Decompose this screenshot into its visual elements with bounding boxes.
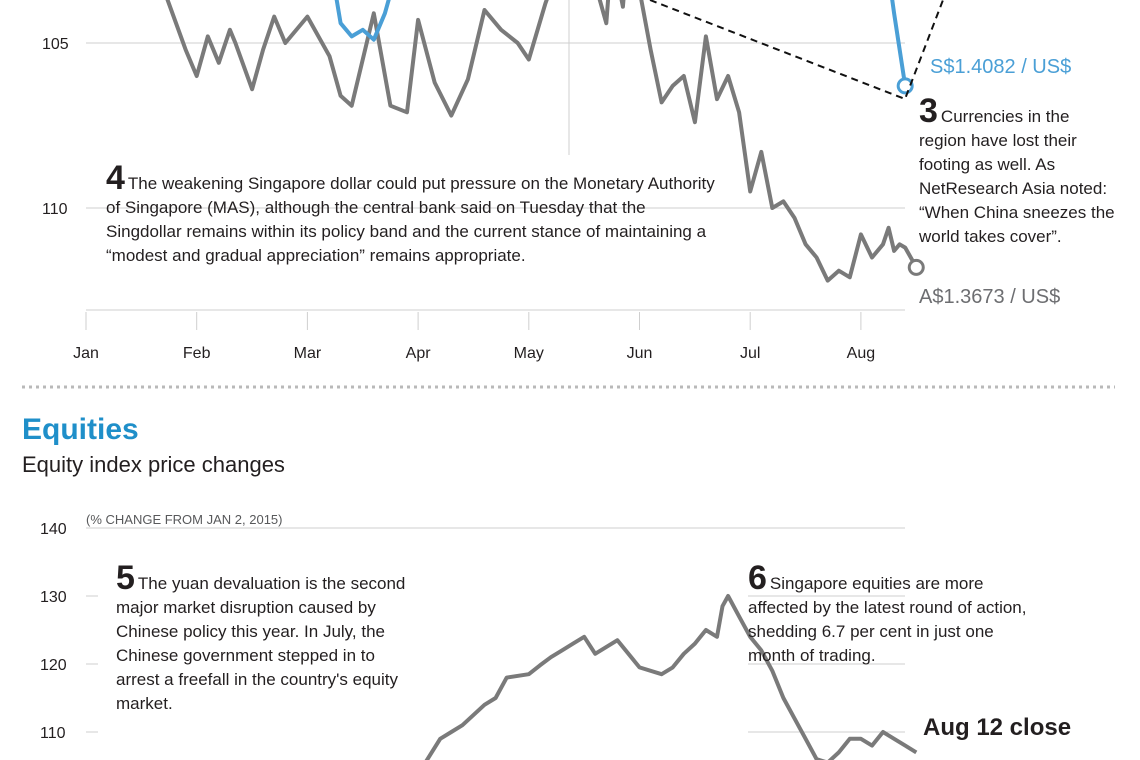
series-end-label-sgd: S$1.4082 / US$ [930, 56, 1071, 78]
y-tick-label: 105 [42, 36, 69, 53]
annotation-3-text: Currencies in the region have lost their… [919, 107, 1115, 246]
annotation-3: 3 Currencies in the region have lost thei… [919, 94, 1119, 249]
annotation-4-text: The weakening Singapore dollar could put… [106, 174, 715, 265]
section-heading: Equities [22, 413, 139, 446]
series-end-marker-aud [907, 258, 925, 276]
annotation-6-number: 6 [748, 559, 767, 597]
section-subtitle: Equity index price changes [22, 452, 285, 477]
x-tick-label: Feb [183, 345, 211, 362]
x-tick-label: May [514, 345, 544, 362]
y-tick-label: 140 [40, 521, 67, 538]
x-tick-label: Aug [847, 345, 875, 362]
x-tick-label: Mar [294, 345, 322, 362]
y-tick-label: 110 [42, 201, 68, 218]
x-tick-label: Apr [406, 345, 432, 362]
y-axis-label: (% CHANGE FROM JAN 2, 2015) [86, 512, 283, 527]
series-end-marker-sgd [896, 77, 914, 95]
y-tick-label: 120 [40, 657, 67, 674]
equity-chart: (% CHANGE FROM JAN 2, 2015) 140 130 120 110 [40, 512, 918, 760]
annotation-6: 6 Singapore equities are more affected by… [748, 561, 1033, 668]
y-tick-label: 110 [40, 725, 66, 742]
annotation-4-number: 4 [106, 159, 125, 197]
x-tick-label: Jul [740, 345, 760, 362]
annotation-6-text: Singapore equities are more affected by … [748, 574, 1027, 665]
series-line-aud [165, 0, 919, 283]
annotation-3-number: 3 [919, 92, 938, 130]
annotation-5: 5 The yuan devaluation is the second majo… [116, 561, 416, 716]
series-line-sgd [334, 0, 391, 42]
y-tick-label: 130 [40, 589, 67, 606]
x-tick-label: Jun [627, 345, 653, 362]
annotation-5-number: 5 [116, 559, 135, 597]
x-tick-label: Jan [73, 345, 99, 362]
annotation-4: 4 The weakening Singapore dollar could pu… [106, 161, 716, 268]
series-end-label-aud: A$1.3673 / US$ [919, 286, 1060, 308]
currency-chart: 105 110 Jan Feb Mar Apr May Jun Jul Aug A$1.3673 /… [42, 0, 1071, 362]
close-label: Aug 12 close [923, 714, 1072, 741]
series-line-china [424, 594, 918, 760]
annotation-5-text: The yuan devaluation is the second major… [116, 574, 406, 713]
